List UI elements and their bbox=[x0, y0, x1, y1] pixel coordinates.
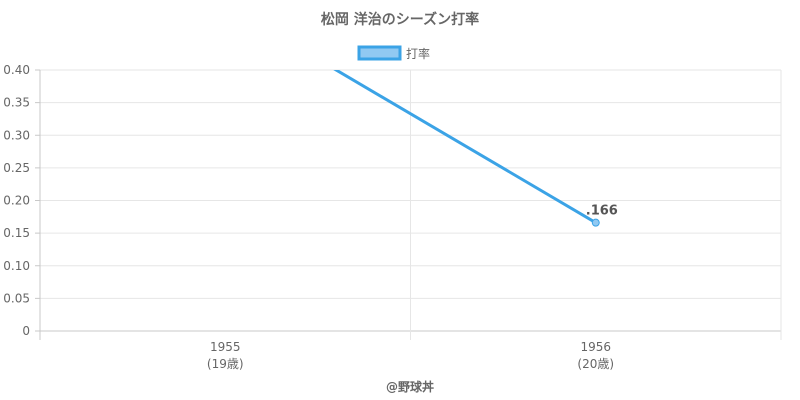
x-axis: 1955 (19歳) 1956 (20歳) bbox=[207, 340, 614, 371]
chart-title: 松岡 洋治のシーズン打率 bbox=[321, 11, 479, 28]
y-tick-label: 0.15 bbox=[3, 226, 30, 240]
data-label: .166 bbox=[586, 204, 618, 219]
series-layer bbox=[222, 1, 600, 227]
legend: 打率 bbox=[357, 45, 430, 61]
y-tick-label: 0.25 bbox=[3, 161, 30, 175]
y-tick-label: 0.20 bbox=[3, 194, 30, 208]
y-tick-label: 0.05 bbox=[3, 291, 30, 305]
y-axis: 0 0.05 0.10 0.15 0.20 0.25 0.30 0.35 0.40 bbox=[3, 63, 40, 338]
y-tick-label: 0 bbox=[22, 324, 30, 338]
legend-swatch bbox=[357, 45, 402, 61]
series-line bbox=[333, 70, 597, 224]
grid bbox=[39, 69, 782, 340]
data-labels: .166 bbox=[586, 204, 618, 219]
data-point bbox=[591, 218, 600, 227]
x-tick-sublabel: (19歳) bbox=[207, 357, 244, 371]
x-tick-label: 1955 bbox=[210, 340, 241, 354]
data-point bbox=[222, 1, 229, 8]
y-tick-label: 0.35 bbox=[3, 96, 30, 110]
credit-text: @野球丼 bbox=[386, 379, 434, 394]
x-tick-label: 1956 bbox=[580, 340, 611, 354]
x-tick-sublabel: (20歳) bbox=[577, 357, 614, 371]
legend-label: 打率 bbox=[406, 46, 430, 61]
y-tick-label: 0.10 bbox=[3, 259, 30, 273]
y-tick-label: 0.40 bbox=[3, 63, 30, 77]
y-tick-label: 0.30 bbox=[3, 128, 30, 142]
